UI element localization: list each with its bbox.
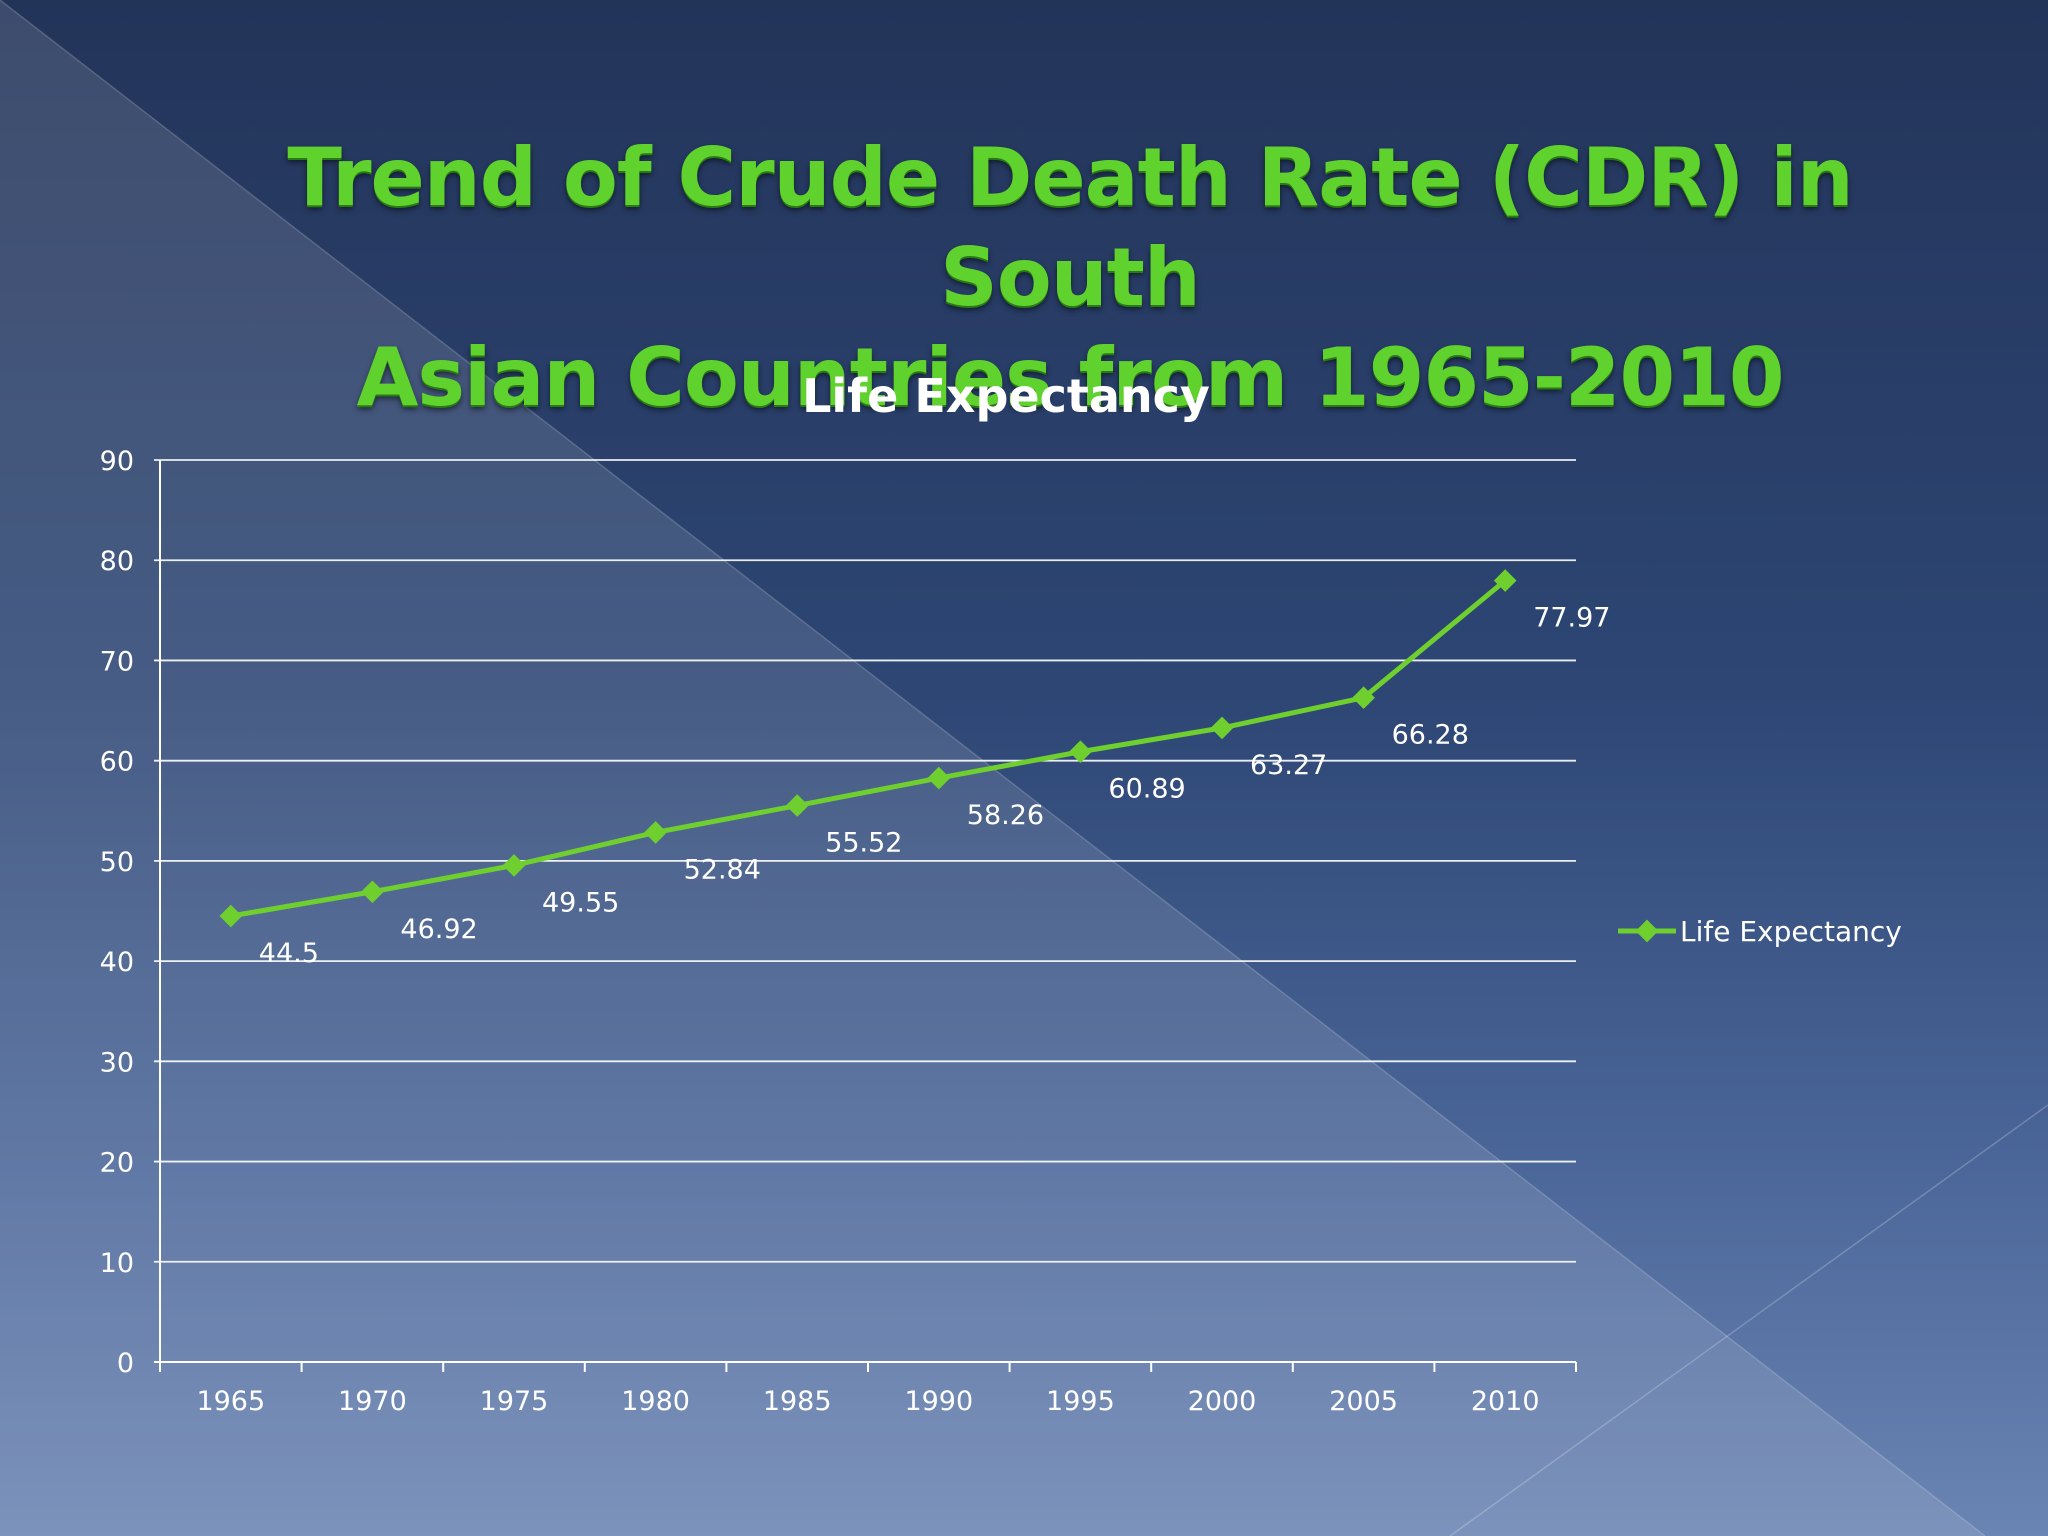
data-label: 44.5 (259, 938, 319, 969)
data-labels: 44.5 46.92 49.55 52.84 55.52 58.26 60.89 63.27 6… (259, 603, 1611, 969)
data-label: 46.92 (400, 914, 477, 945)
data-point-marker (1493, 569, 1517, 592)
chart-title: Life Expectancy (802, 369, 1210, 423)
data-label: 49.55 (542, 887, 619, 918)
y-tick-label: 50 (100, 847, 134, 878)
x-tick-label: 1995 (1046, 1386, 1115, 1417)
series-life-expectancy (219, 569, 1517, 928)
data-point-marker (1069, 740, 1092, 764)
data-label: 55.52 (825, 828, 902, 859)
x-tick-label: 1985 (763, 1386, 832, 1417)
data-point-marker (1352, 686, 1375, 710)
data-label: 63.27 (1250, 750, 1327, 781)
y-tick-label: 20 (100, 1148, 134, 1179)
x-tick-label: 2000 (1188, 1386, 1257, 1417)
data-point-marker (361, 880, 384, 904)
data-label: 77.97 (1533, 603, 1610, 634)
slide-title-line-2: Asian Countries from 1965-2010 (356, 331, 1784, 424)
y-tick-label: 40 (100, 947, 134, 978)
x-tick-label: 1975 (480, 1386, 549, 1417)
x-tick-label: 1970 (338, 1386, 407, 1417)
y-tick-label: 30 (100, 1047, 134, 1078)
x-tick-label: 2010 (1471, 1386, 1540, 1417)
y-tick-label: 0 (117, 1348, 134, 1379)
data-point-marker (1210, 716, 1234, 740)
x-tick-label: 2005 (1329, 1386, 1398, 1417)
x-tick-label: 1980 (621, 1386, 690, 1417)
data-label: 66.28 (1392, 720, 1469, 751)
gridlines (154, 459, 1576, 1263)
data-point-marker (785, 794, 809, 817)
data-point-marker (927, 766, 951, 790)
series-line (230, 578, 1507, 919)
data-point-marker (644, 821, 667, 844)
x-tick-label: 1990 (904, 1386, 973, 1417)
slide-title: Trend of Crude Death Rate (CDR) in South… (180, 128, 1960, 428)
y-tick-label: 90 (100, 446, 134, 477)
legend: Life Expectancy (1618, 915, 1902, 948)
y-tick-label: 70 (100, 646, 134, 677)
y-tick-label: 80 (100, 546, 134, 577)
axes: 0 10 20 30 40 50 60 70 80 90 1965 1970 1975 1980 1985 1… (100, 446, 1577, 1417)
legend-marker-icon (1635, 919, 1659, 943)
data-point-marker (219, 904, 243, 928)
y-tick-label: 60 (100, 747, 134, 778)
data-label: 60.89 (1108, 774, 1185, 805)
data-label: 58.26 (967, 800, 1044, 831)
legend-label: Life Expectancy (1680, 915, 1902, 948)
slide-title-line-1: Trend of Crude Death Rate (CDR) in South (287, 131, 1853, 324)
x-tick-label: 1965 (196, 1386, 265, 1417)
data-point-marker (502, 854, 526, 877)
data-label: 52.84 (684, 854, 761, 885)
y-tick-label: 10 (100, 1248, 134, 1279)
